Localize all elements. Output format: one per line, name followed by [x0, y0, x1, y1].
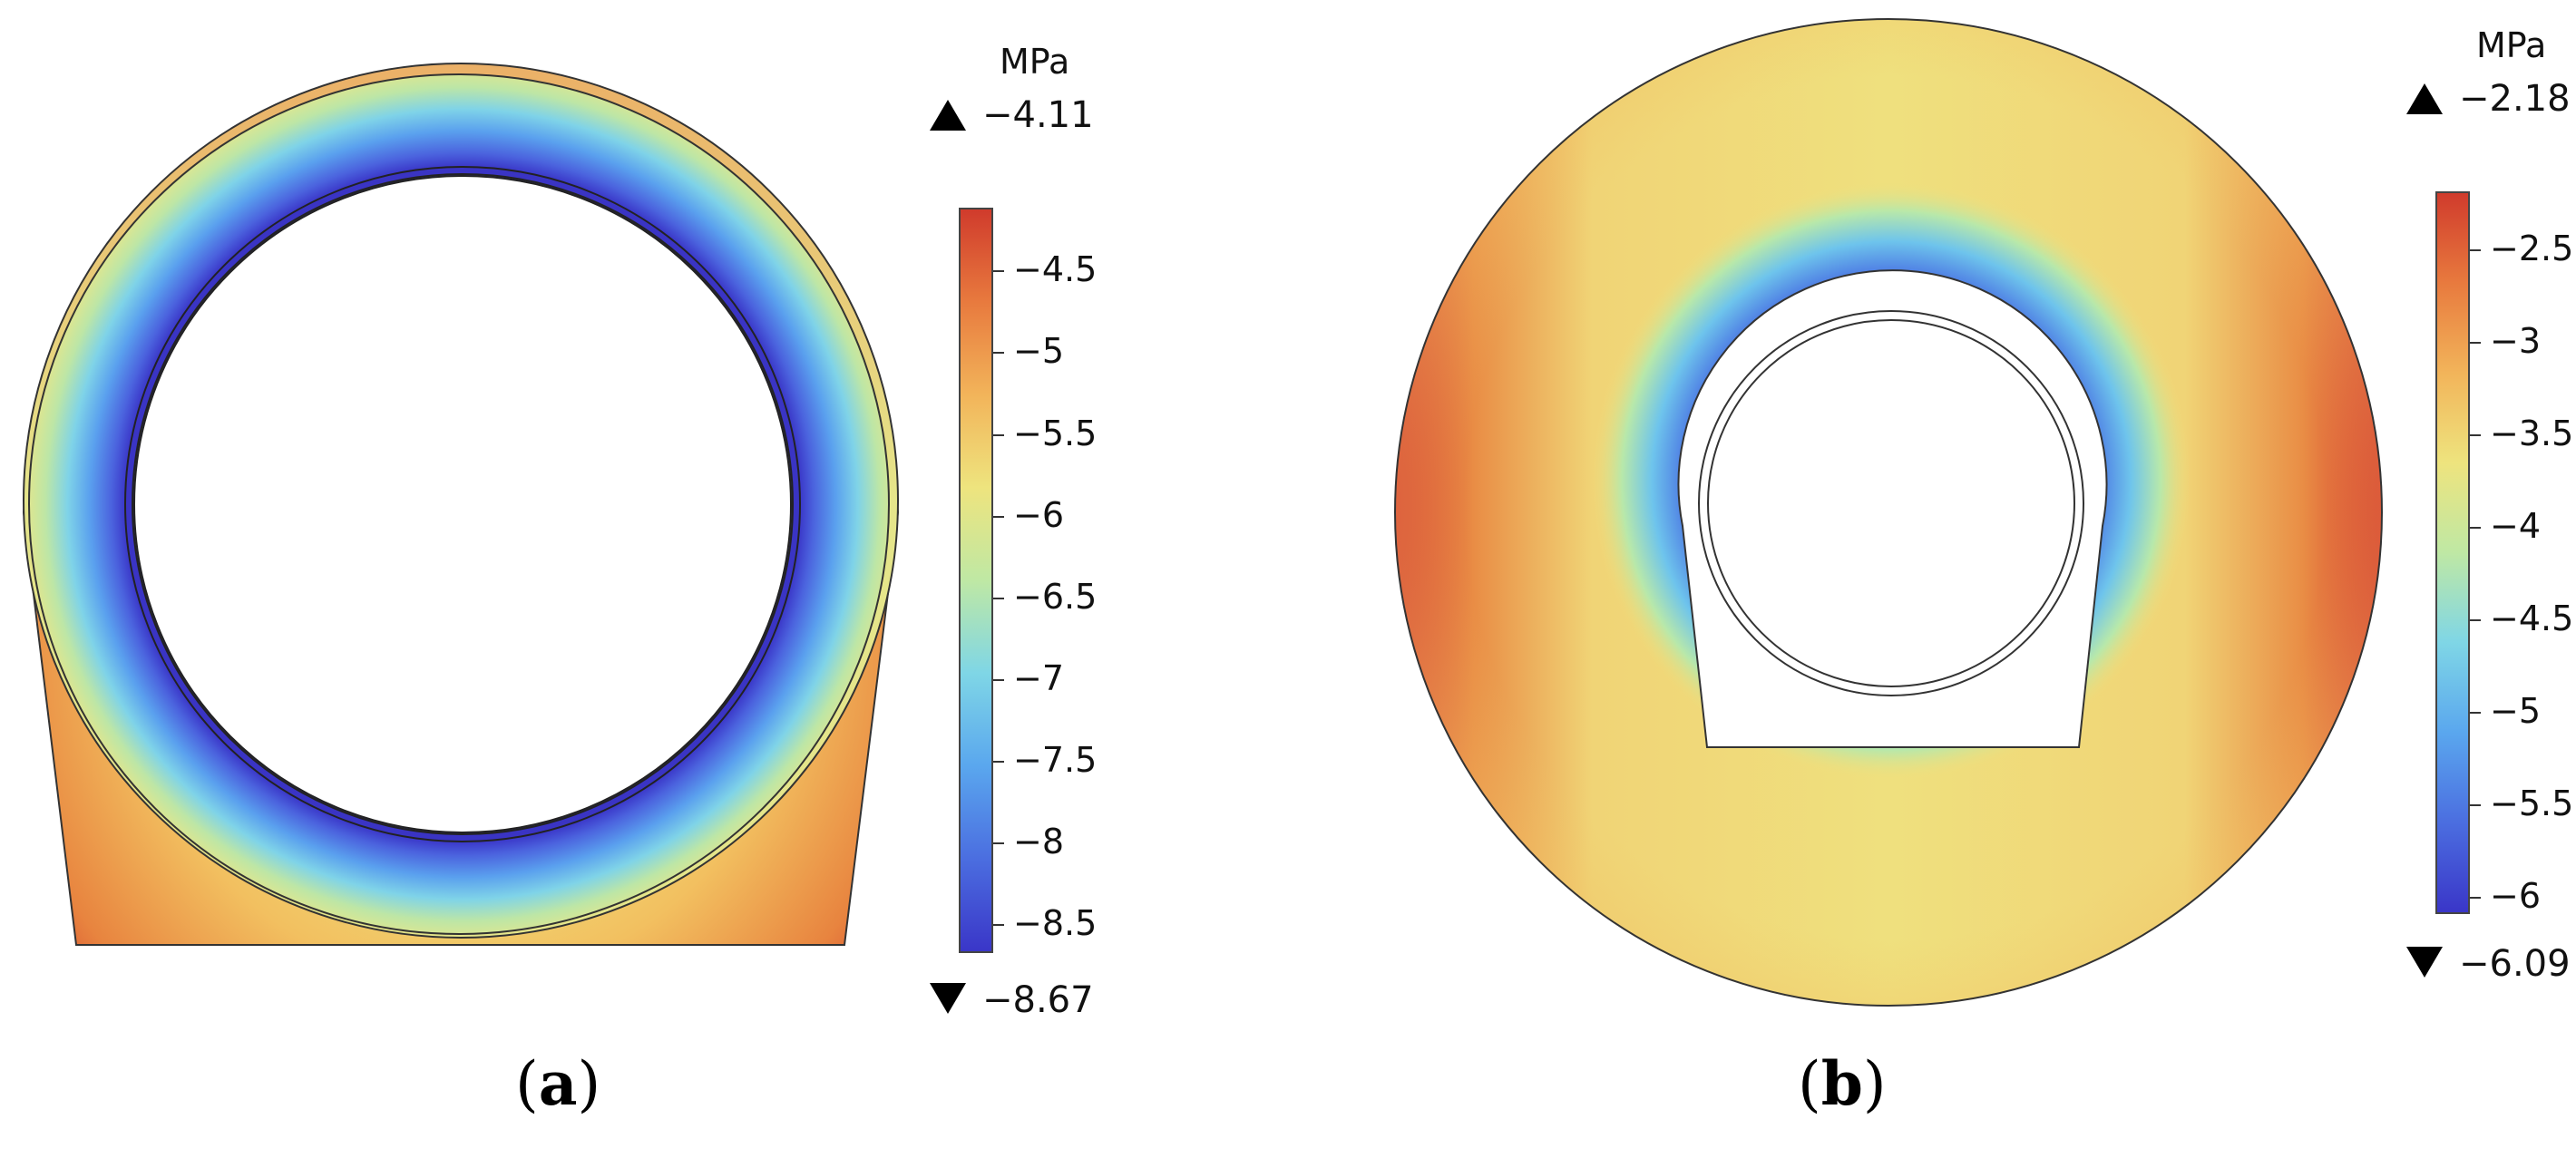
caption-b: (b) — [1798, 1048, 1887, 1119]
colorbar-unit-a: MPa — [1000, 42, 1070, 82]
colorbar-tick-label: −4.5 — [2490, 598, 2574, 638]
min-triangle-icon — [930, 983, 966, 1014]
colorbar-tick-label: −5.5 — [1013, 413, 1098, 453]
colorbar-b — [2435, 191, 2470, 914]
stress-plot-a — [22, 63, 900, 946]
colorbar-tick-label: −3.5 — [2490, 414, 2574, 454]
colorbar-a — [959, 208, 993, 953]
colorbar-tick-mark — [2470, 342, 2481, 345]
colorbar-tick-mark — [2470, 711, 2481, 714]
colorbar-tick-label: −7.5 — [1013, 740, 1098, 781]
colorbar-tick-label: −4 — [2490, 505, 2542, 546]
colorbar-tick-mark — [993, 515, 1004, 518]
colorbar-tick-label: −8.5 — [1013, 903, 1098, 944]
colorbar-tick-mark — [993, 924, 1004, 927]
colorbar-tick-label: −6 — [1013, 494, 1065, 535]
colorbar-tick-label: −8 — [1013, 822, 1065, 862]
panel-a: MPa −4.11 −4.5 −5 −5.5 −6 −6.5 −7 −7.5 −8 −8.5 −… — [22, 42, 1098, 1119]
colorbar-tick-label: −6.5 — [1013, 576, 1098, 617]
colorbar-tick-label: −3 — [2490, 321, 2542, 362]
min-triangle-icon — [2406, 947, 2443, 978]
colorbar-tick-label: −4.5 — [1013, 249, 1098, 290]
colorbar-tick-mark — [993, 352, 1004, 355]
colorbar-tick-mark — [2470, 803, 2481, 806]
panel-b: MPa −2.18 −2.5 −3 −3.5 −4 −4.5 −5 −5.5 −6 −6.09… — [1288, 0, 2576, 1158]
colorbar-unit-b: MPa — [2476, 25, 2547, 65]
colorbar-tick-mark — [2470, 249, 2481, 252]
stress-plot-b — [1394, 18, 2383, 1007]
colorbar-tick-label: −5.5 — [2490, 783, 2574, 823]
colorbar-tick-label: −6 — [2490, 875, 2542, 916]
colorbar-tick-label: −5 — [2490, 690, 2542, 731]
colorbar-tick-mark — [993, 597, 1004, 599]
colorbar-tick-mark — [993, 678, 1004, 681]
max-triangle-icon — [2406, 83, 2443, 114]
colorbar-tick-mark — [2470, 896, 2481, 899]
max-triangle-icon — [930, 100, 966, 131]
tunnel-interior-a — [133, 175, 792, 833]
lining-inner-b — [1707, 319, 2075, 687]
colorbar-tick-label: −7 — [1013, 657, 1065, 698]
caption-a: (a) — [515, 1048, 601, 1119]
colorbar-tick-label: −5 — [1013, 331, 1065, 372]
colorbar-max-b: −2.18 — [2406, 78, 2571, 120]
colorbar-min-a: −8.67 — [930, 979, 1094, 1021]
colorbar-tick-mark — [993, 433, 1004, 436]
colorbar-tick-mark — [2470, 434, 2481, 437]
colorbar-min-b: −6.09 — [2406, 943, 2571, 985]
colorbar-max-a: −4.11 — [930, 94, 1094, 136]
colorbar-tick-mark — [2470, 618, 2481, 621]
colorbar-tick-mark — [993, 842, 1004, 845]
colorbar-tick-label: −2.5 — [2490, 229, 2574, 269]
colorbar-tick-mark — [993, 270, 1004, 273]
colorbar-tick-mark — [993, 761, 1004, 764]
colorbar-tick-mark — [2470, 526, 2481, 529]
